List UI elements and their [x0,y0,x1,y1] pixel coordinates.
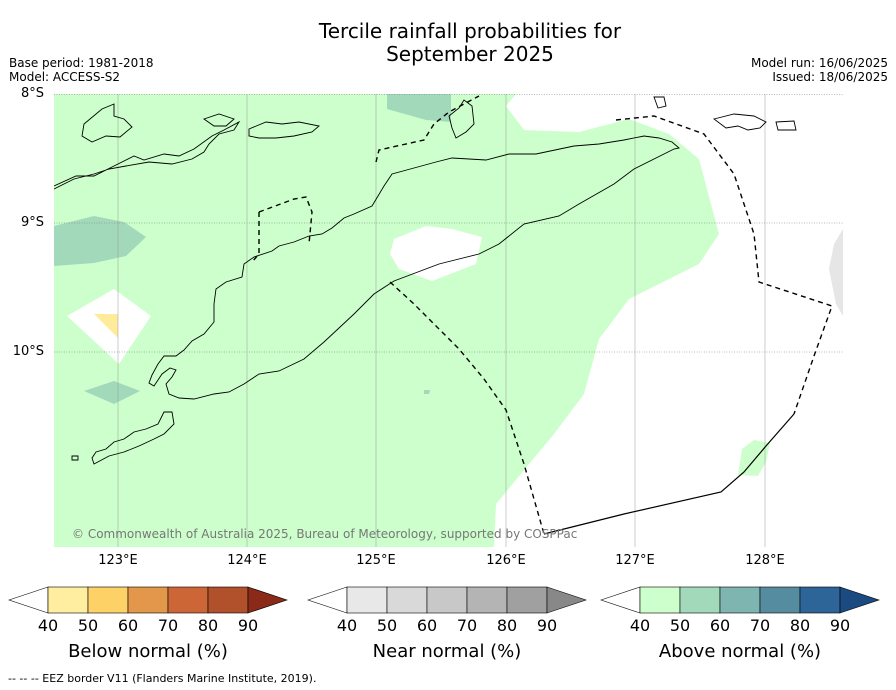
alor-island-outline [248,121,320,139]
map-title-line1: Tercile rainfall probabilities for [318,19,622,43]
above-tick-50: 50 [669,616,691,635]
above-tick-40: 40 [629,616,651,635]
near-normal-label: Near normal (%) [372,641,522,662]
map-title-line2: September 2025 [386,42,554,66]
below-threshold-area [390,226,482,281]
above-swatch-80-90 [799,586,841,614]
solor-island-outline [81,103,133,143]
near-normal-colorbar [307,586,587,614]
lat-label-9s: 9°S [20,215,44,230]
near-swatch-70-80 [466,586,508,614]
near-tick-50: 50 [376,616,398,635]
below-tick-70: 70 [157,616,179,635]
rote-island-outline [91,411,175,465]
small-island-outline [653,96,667,109]
below-swatch-50-60 [87,586,129,614]
near-swatch-50-60 [386,586,428,614]
base-period: Base period: 1981-2018 [9,56,154,70]
model-run: Model run: 16/06/2025 [750,56,888,70]
near-swatch-40-50 [346,586,388,614]
model-name: Model: ACCESS-S2 [9,70,121,84]
rainfall-map: © Commonwealth of Australia 2025, Bureau… [54,94,843,547]
above-normal-50-60-patch-north [387,94,451,122]
below-normal-label: Below normal (%) [68,641,228,662]
copyright-notice: © Commonwealth of Australia 2025, Bureau… [72,527,577,541]
above-normal-label: Above normal (%) [658,641,822,662]
savu-island-outline [71,455,79,461]
eez-border-solid [543,413,795,535]
near-colorbar-low-extension [307,586,348,614]
above-normal-50-60-patch-west [54,216,146,266]
map-title: Tercile rainfall probabilities for Septe… [0,20,896,66]
lat-label-8s: 8°S [20,86,44,101]
above-normal-50-60-dot [424,390,430,394]
lon-label-125e: 125°E [356,553,396,568]
below-normal-40-50-patch [94,314,118,338]
lon-label-128e: 128°E [745,553,785,568]
above-tick-90: 90 [829,616,851,635]
babar-island-outline [712,113,767,131]
above-colorbar-high-extension [839,586,880,614]
above-normal-50-60-patch-south [84,381,140,404]
near-colorbar-high-extension [546,586,587,614]
above-swatch-40-50 [639,586,681,614]
near-tick-40: 40 [336,616,358,635]
near-tick-60: 60 [416,616,438,635]
pantar-island-outline [203,113,235,127]
near-tick-90: 90 [536,616,558,635]
lat-label-10s: 10°S [12,344,44,359]
island-east-outline [775,120,797,131]
below-tick-90: 90 [237,616,259,635]
below-swatch-80-90 [207,586,249,614]
lon-label-127e: 127°E [615,553,655,568]
above-normal-40-50-region [54,94,719,547]
below-colorbar-high-extension [247,586,288,614]
below-tick-60: 60 [117,616,139,635]
near-swatch-60-70 [426,586,468,614]
below-tick-40: 40 [37,616,59,635]
above-swatch-70-80 [759,586,801,614]
near-swatch-80-90 [506,586,548,614]
eez-border-legend: -- -- -- EEZ border V11 (Flanders Marine… [8,672,317,685]
below-swatch-40-50 [47,586,89,614]
lon-label-126e: 126°E [486,553,526,568]
below-tick-50: 50 [77,616,99,635]
timor-island-outline [148,135,680,400]
lat-gridlines [54,94,843,353]
above-tick-60: 60 [709,616,731,635]
below-colorbar-low-extension [8,586,49,614]
lon-gridlines [117,94,766,547]
flores-island-outline [54,120,241,190]
above-tick-80: 80 [789,616,811,635]
lon-label-123e: 123°E [98,553,138,568]
near-tick-80: 80 [496,616,518,635]
meta-right: Model run: 16/06/2025 Issued: 18/06/2025 [751,56,888,84]
below-swatch-60-70 [127,586,169,614]
above-normal-40-50-patch-east [738,440,770,476]
below-swatch-70-80 [167,586,209,614]
eez-borders [251,95,833,535]
above-tick-70: 70 [749,616,771,635]
issued-date: Issued: 18/06/2025 [772,70,888,84]
no-data-area [829,229,843,316]
below-normal-colorbar [8,586,288,614]
near-tick-70: 70 [456,616,478,635]
above-normal-colorbar [600,586,880,614]
lon-label-124e: 124°E [227,553,267,568]
above-colorbar-low-extension [600,586,641,614]
above-swatch-50-60 [679,586,721,614]
above-swatch-60-70 [719,586,761,614]
below-tick-80: 80 [197,616,219,635]
colorbars [8,586,880,614]
meta-left: Base period: 1981-2018 Model: ACCESS-S2 [9,56,154,84]
